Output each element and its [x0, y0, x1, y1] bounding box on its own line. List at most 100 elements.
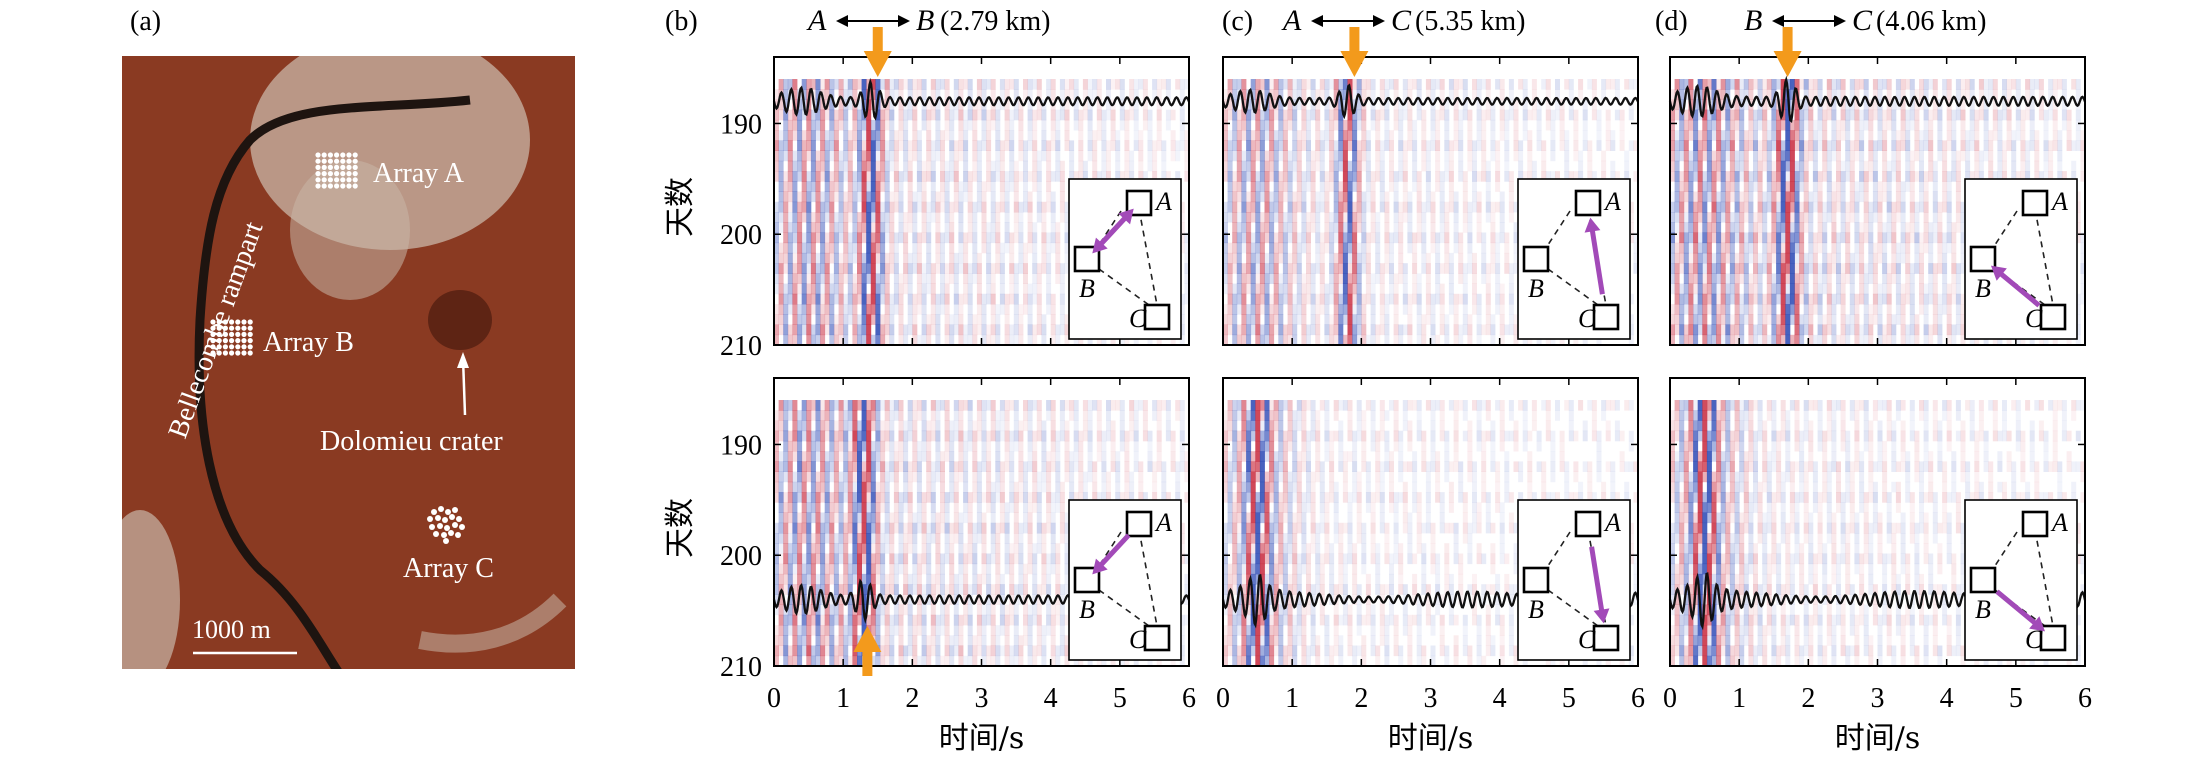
heatmap-cell — [1046, 201, 1052, 213]
heatmap-cell — [1082, 171, 1088, 182]
heatmap-cell — [1840, 222, 1846, 233]
heatmap-cell — [1310, 79, 1316, 90]
heatmap-cell — [1306, 150, 1311, 162]
heatmap-cell — [1969, 79, 1975, 90]
heatmap-cell — [1398, 263, 1404, 274]
heatmap-cell — [1859, 232, 1865, 244]
heatmap-cell — [1352, 181, 1358, 192]
heatmap-cell — [1073, 119, 1079, 131]
heatmap-cell — [801, 109, 807, 121]
heatmap-cell — [1799, 263, 1805, 274]
heatmap-cell — [833, 109, 839, 121]
heatmap-cell — [1596, 334, 1602, 346]
heatmap-cell — [912, 324, 918, 336]
heatmap-cell — [1601, 79, 1607, 90]
heatmap-cell — [1762, 263, 1768, 274]
heatmap-cell — [898, 99, 904, 111]
heatmap-cell — [1836, 273, 1841, 284]
heatmap-cell — [1729, 130, 1735, 141]
heatmap-cell — [1836, 150, 1841, 162]
heatmap-cell — [1453, 334, 1459, 346]
heatmap-cell — [944, 314, 950, 325]
heatmap-cell — [857, 252, 862, 264]
heatmap-cell — [1310, 314, 1316, 325]
heatmap-cell — [875, 181, 881, 192]
heatmap-cell — [1430, 334, 1436, 346]
heatmap-cell — [1946, 283, 1952, 295]
heatmap-cell — [1729, 160, 1735, 172]
heatmap-cell — [1831, 324, 1837, 336]
heatmap-cell — [1416, 283, 1422, 295]
heatmap-cell — [1273, 171, 1279, 182]
heatmap-cell — [1165, 119, 1171, 131]
heatmap-cell — [921, 334, 927, 346]
heatmap-cell — [1960, 79, 1966, 90]
heatmap-cell — [1780, 140, 1786, 151]
heatmap-cell — [1817, 191, 1823, 203]
heatmap-cell — [857, 191, 862, 203]
heatmap-cell — [1868, 201, 1874, 213]
heatmap-cell — [1402, 140, 1408, 151]
heatmap-cell — [1227, 293, 1233, 305]
heatmap-cell — [1333, 181, 1339, 192]
heatmap-cell — [792, 314, 798, 325]
heatmap-cell — [1055, 119, 1061, 131]
heatmap-cell — [1246, 140, 1252, 151]
heatmap-cell — [1236, 212, 1242, 223]
heatmap-cell — [1610, 171, 1616, 182]
rampart-line — [194, 95, 471, 669]
heatmap-cell — [944, 191, 950, 203]
heatmap-cell — [1909, 150, 1915, 162]
heatmap-cell — [1683, 273, 1689, 284]
array-station — [435, 515, 441, 521]
heatmap-cell — [1184, 232, 1190, 244]
heatmap-cell — [1683, 293, 1689, 305]
heatmap-cell — [1757, 222, 1763, 233]
heatmap-cell — [1780, 171, 1786, 182]
heatmap-cell — [1942, 283, 1948, 295]
heatmap-cell — [1545, 99, 1551, 111]
heatmap-cell — [1179, 334, 1185, 346]
heatmap-cell — [1720, 232, 1726, 244]
heatmap-cell — [1720, 201, 1726, 213]
heatmap-cell — [893, 242, 899, 254]
heatmap-cell — [1430, 79, 1436, 90]
heatmap-cell — [1780, 263, 1786, 274]
heatmap-cell — [1027, 222, 1033, 233]
heatmap-cell — [1324, 212, 1330, 223]
heatmap-cell — [1748, 293, 1754, 305]
heatmap-cell — [774, 89, 779, 100]
heatmap-cell — [1232, 191, 1238, 203]
heatmap-cell — [1439, 222, 1445, 233]
heatmap-cell — [963, 263, 969, 274]
heatmap-cell — [806, 334, 812, 346]
heatmap-cell — [1292, 252, 1298, 264]
heatmap-cell — [986, 283, 992, 295]
heatmap-cell — [981, 89, 987, 100]
heatmap-cell — [1697, 252, 1703, 264]
heatmap-cell — [1794, 314, 1800, 325]
heatmap-cell — [898, 201, 904, 213]
heatmap-cell — [1179, 222, 1185, 233]
heatmap-cell — [1812, 181, 1818, 192]
heatmap-cell — [852, 119, 858, 131]
heatmap-cell — [1716, 324, 1722, 336]
heatmap-cell — [797, 283, 803, 295]
heatmap-cell — [1485, 79, 1491, 90]
heatmap-cell — [1527, 160, 1533, 172]
heatmap-cell — [967, 283, 973, 295]
heatmap-cell — [1919, 160, 1924, 172]
heatmap-cell — [1812, 150, 1818, 162]
heatmap-cell — [1241, 191, 1247, 203]
heatmap-cell — [1812, 79, 1818, 90]
heatmap-cell — [1269, 140, 1275, 151]
heatmap-cell — [1826, 304, 1832, 315]
heatmap-cell — [1324, 119, 1330, 131]
heatmap-cell — [1909, 314, 1915, 325]
heatmap-cell — [1096, 119, 1102, 131]
heatmap-cell — [1928, 109, 1934, 121]
heatmap-cell — [1895, 191, 1901, 203]
heatmap-cell — [889, 232, 895, 244]
heatmap-cell — [1739, 212, 1745, 223]
heatmap-cell — [1863, 293, 1869, 305]
